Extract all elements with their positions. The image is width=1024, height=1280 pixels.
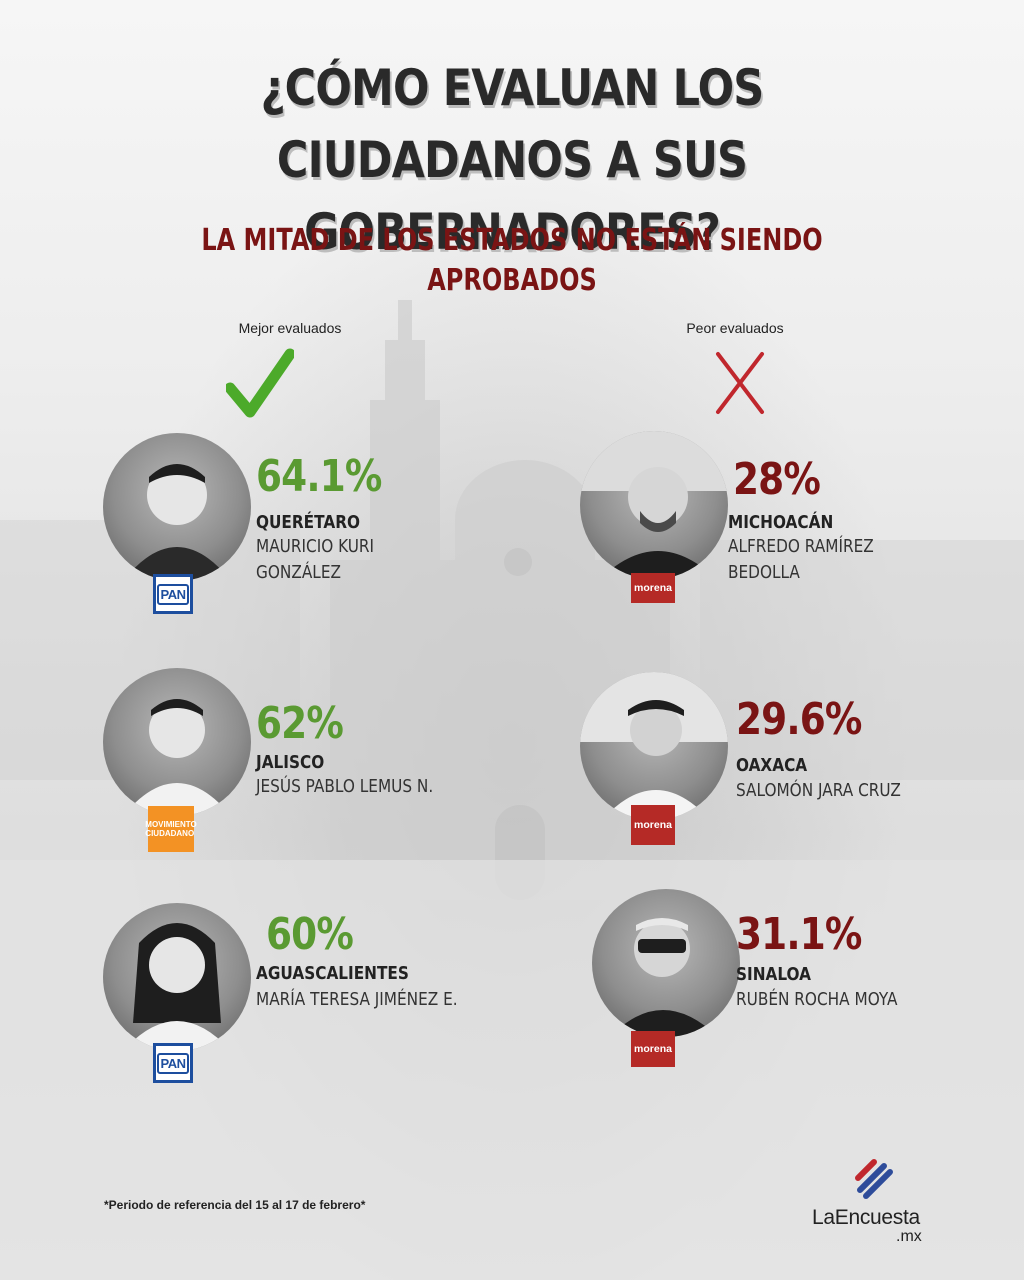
state-name: AGUASCALIENTES: [256, 963, 409, 984]
brand-suffix: .mx: [896, 1228, 922, 1245]
governor-photo: [580, 672, 728, 820]
pan-logo: PAN: [153, 574, 193, 614]
approval-percent: 64.1%: [256, 451, 382, 502]
approval-percent: 31.1%: [736, 909, 862, 960]
approval-percent: 29.6%: [736, 694, 862, 745]
governor-name: ALFREDO RAMÍREZ BEDOLLA: [728, 536, 874, 583]
approval-percent: 28%: [733, 454, 821, 505]
page-subtitle: LA MITAD DE LOS ESTADOS NO ESTÁN SIENDO …: [201, 223, 823, 298]
governor-name: RUBÉN ROCHA MOYA: [736, 989, 898, 1010]
approval-percent: 60%: [266, 909, 354, 960]
governor-photo: [592, 889, 740, 1037]
pan-logo: PAN: [153, 1043, 193, 1083]
governor-photo: [103, 668, 251, 816]
morena-logo: morena: [631, 1031, 675, 1067]
governor-photo: [103, 433, 251, 581]
state-name: OAXACA: [736, 755, 808, 776]
governor-name: MAURICIO KURI GONZÁLEZ: [256, 536, 375, 583]
laencuesta-logo-icon: [855, 1159, 893, 1199]
state-name: QUERÉTARO: [256, 512, 360, 533]
state-name: MICHOACÁN: [728, 512, 834, 533]
governor-name: MARÍA TERESA JIMÉNEZ E.: [256, 989, 458, 1010]
governor-name: SALOMÓN JARA CRUZ: [736, 780, 901, 801]
governor-name: JESÚS PABLO LEMUS N.: [256, 776, 434, 797]
state-name: JALISCO: [256, 752, 325, 773]
checkmark-icon: [226, 348, 294, 418]
worst-column-label: Peor evaluados: [686, 320, 784, 336]
page-title: ¿CÓMO EVALUAN LOS CIUDADANOS A SUS GOBER…: [260, 59, 765, 261]
movimiento-ciudadano-logo: MOVIMIENTO CIUDADANO: [145, 806, 197, 852]
footnote: *Periodo de referencia del 15 al 17 de f…: [104, 1198, 366, 1212]
state-name: SINALOA: [736, 964, 811, 985]
approval-percent: 62%: [256, 698, 344, 749]
x-mark-icon: [716, 352, 764, 414]
best-column-label: Mejor evaluados: [238, 320, 342, 336]
governor-photo: [580, 431, 728, 579]
morena-logo: morena: [631, 805, 675, 845]
brand-name: LaEncuesta: [812, 1206, 920, 1229]
morena-logo: morena: [631, 573, 675, 603]
governor-photo: [103, 903, 251, 1051]
